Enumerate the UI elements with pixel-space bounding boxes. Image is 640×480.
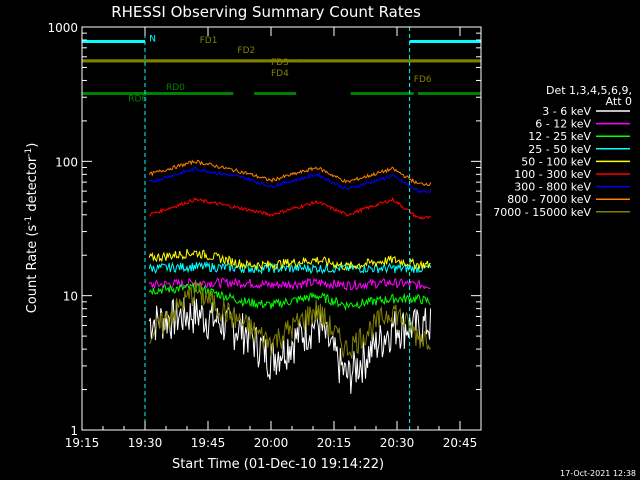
- y-tick-label-3: 1000: [47, 21, 78, 35]
- flag-label-2: FD2: [237, 46, 255, 56]
- series-line-4: [148, 248, 431, 272]
- y-axis-label-sup1: -1: [24, 216, 34, 225]
- x-tick-label-6: 20:45: [443, 436, 478, 450]
- series-line-0: [148, 297, 432, 394]
- series-line-7: [148, 159, 432, 187]
- footer-date: 17-Oct-2021 12:38: [560, 469, 636, 478]
- legend-header-line2: Att 0: [606, 95, 632, 108]
- legend-label-7: 800 - 7000 keV: [507, 193, 591, 206]
- y-tick-label-2: 100: [55, 155, 78, 169]
- flag-label-1: FD1: [200, 36, 218, 46]
- y-axis-label-part2: detector: [25, 156, 40, 216]
- flag-label-4: FD4: [271, 69, 289, 79]
- x-tick-label-1: 19:30: [128, 436, 163, 450]
- y-axis-label: Count Rate (s-1 detector-1): [24, 143, 40, 314]
- y-axis-label-part3: ): [25, 143, 40, 148]
- series-line-6: [148, 167, 432, 194]
- flag-label-0: N: [149, 34, 156, 44]
- y-axis-label-sup2: -1: [24, 148, 34, 157]
- x-tick-label-2: 19:45: [191, 436, 226, 450]
- legend-label-5: 100 - 300 keV: [514, 168, 591, 181]
- ticks-layer: 19:15 19:30 19:45 20:00 20:15 20:30 20:45 1 10 10…: [47, 21, 482, 450]
- legend-label-2: 12 - 25 keV: [528, 130, 591, 143]
- x-tick-label-4: 20:15: [317, 436, 352, 450]
- legend-label-8: 7000 - 15000 keV: [493, 206, 591, 219]
- y-tick-label-1: 10: [63, 290, 78, 304]
- legend-label-0: 3 - 6 keV: [542, 105, 591, 118]
- x-axis-label: Start Time (01-Dec-10 19:14:22): [172, 457, 384, 472]
- chart-title: RHESSI Observing Summary Count Rates: [111, 3, 421, 21]
- series-layer: [148, 159, 432, 394]
- y-tick-label-0: 1: [70, 424, 78, 438]
- x-tick-label-3: 20:00: [254, 436, 289, 450]
- series-line-3: [148, 260, 432, 275]
- flag-label-5: FD6: [414, 75, 432, 85]
- legend-label-4: 50 - 100 keV: [521, 155, 591, 168]
- series-line-8: [149, 279, 431, 359]
- y-axis-label-part1: Count Rate (s: [25, 225, 40, 314]
- legend-label-6: 300 - 800 keV: [514, 181, 591, 194]
- x-tick-label-5: 20:30: [380, 436, 415, 450]
- series-line-5: [148, 196, 431, 220]
- legend-label-1: 6 - 12 keV: [535, 118, 591, 131]
- flag-label-3: FD3: [271, 58, 289, 68]
- legend-header-line1: Det 1,3,4,5,6,9,: [546, 84, 632, 97]
- flag-label-6: RD0: [166, 83, 185, 93]
- legend-label-3: 25 - 50 keV: [528, 143, 591, 156]
- flag-label-7: RD6: [128, 94, 147, 104]
- x-tick-label-0: 19:15: [65, 436, 100, 450]
- plot-frame: [81, 26, 482, 431]
